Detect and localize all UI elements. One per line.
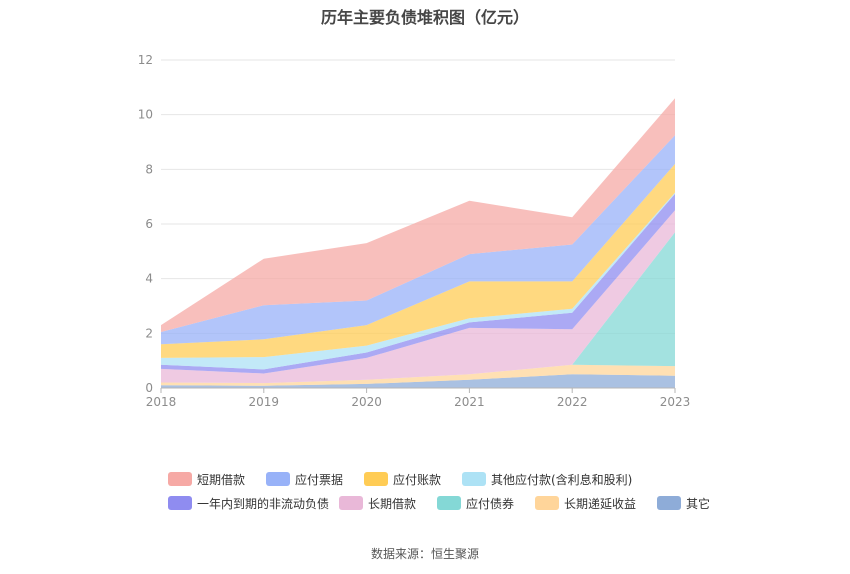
area-series-4 xyxy=(161,193,675,374)
legend-swatch xyxy=(462,472,486,486)
legend-swatch xyxy=(535,496,560,510)
legend-item[interactable]: 应付票据 xyxy=(266,472,354,487)
legend-swatch xyxy=(339,496,364,510)
legend-label: 应付债券 xyxy=(466,496,515,511)
x-tick-label: 2020 xyxy=(351,395,382,409)
legend-swatch xyxy=(168,496,192,510)
legend-item[interactable]: 应付账款 xyxy=(364,472,452,487)
area-series-8 xyxy=(161,98,675,332)
legend-item[interactable]: 一年内到期的非流动负债 xyxy=(168,496,330,511)
legend-item[interactable]: 短期借款 xyxy=(168,472,256,487)
y-tick-label: 10 xyxy=(138,108,153,122)
legend-label: 其它 xyxy=(686,496,711,511)
legend-item[interactable]: 其他应付款(含利息和股利) xyxy=(462,472,633,487)
legend-label: 长期借款 xyxy=(368,496,417,511)
area-series-5 xyxy=(161,192,675,370)
area-series-6 xyxy=(161,163,675,358)
legend-label: 短期借款 xyxy=(197,472,246,487)
legend-item[interactable]: 长期借款 xyxy=(339,496,427,511)
y-tick-label: 2 xyxy=(145,326,153,340)
chart-title: 历年主要负债堆积图（亿元） xyxy=(320,8,529,27)
legend-label: 应付票据 xyxy=(295,472,344,487)
legend-label: 一年内到期的非流动负债 xyxy=(197,496,330,511)
legend-label: 其他应付款(含利息和股利) xyxy=(491,472,633,487)
legend: 短期借款 应付票据 应付账款 其他应付款(含利息和股利) 一年内到期的非流动负债 长期借款… xyxy=(168,472,728,511)
x-tick-label: 2019 xyxy=(249,395,280,409)
legend-label: 长期递延收益 xyxy=(564,496,637,511)
legend-swatch xyxy=(437,496,462,510)
x-tick-label: 2023 xyxy=(660,395,691,409)
x-tick-label: 2018 xyxy=(146,395,177,409)
legend-label: 应付账款 xyxy=(393,472,442,487)
area-series-0 xyxy=(161,374,675,388)
area-series-7 xyxy=(161,135,675,345)
legend-item[interactable]: 其它 xyxy=(657,496,717,511)
area-series-1 xyxy=(161,364,675,386)
y-tick-label: 0 xyxy=(145,381,153,395)
legend-item[interactable]: 应付债券 xyxy=(437,496,525,511)
area-series-3 xyxy=(161,210,675,384)
legend-swatch xyxy=(657,496,682,510)
y-tick-label: 8 xyxy=(145,162,153,176)
x-tick-label: 2021 xyxy=(454,395,485,409)
legend-item[interactable]: 长期递延收益 xyxy=(535,496,647,511)
legend-swatch xyxy=(364,472,388,486)
legend-swatch xyxy=(168,472,192,486)
x-tick-label: 2022 xyxy=(557,395,588,409)
data-source: 数据来源：恒生聚源 xyxy=(370,547,479,561)
y-tick-label: 4 xyxy=(145,272,153,286)
y-tick-label: 6 xyxy=(145,217,153,231)
axes: 0 2 4 6 8 10 12 2018 2019 2020 2021 2022 2023 xyxy=(138,53,691,409)
area-series xyxy=(161,98,675,388)
legend-swatch xyxy=(266,472,290,486)
y-tick-label: 12 xyxy=(138,53,153,67)
